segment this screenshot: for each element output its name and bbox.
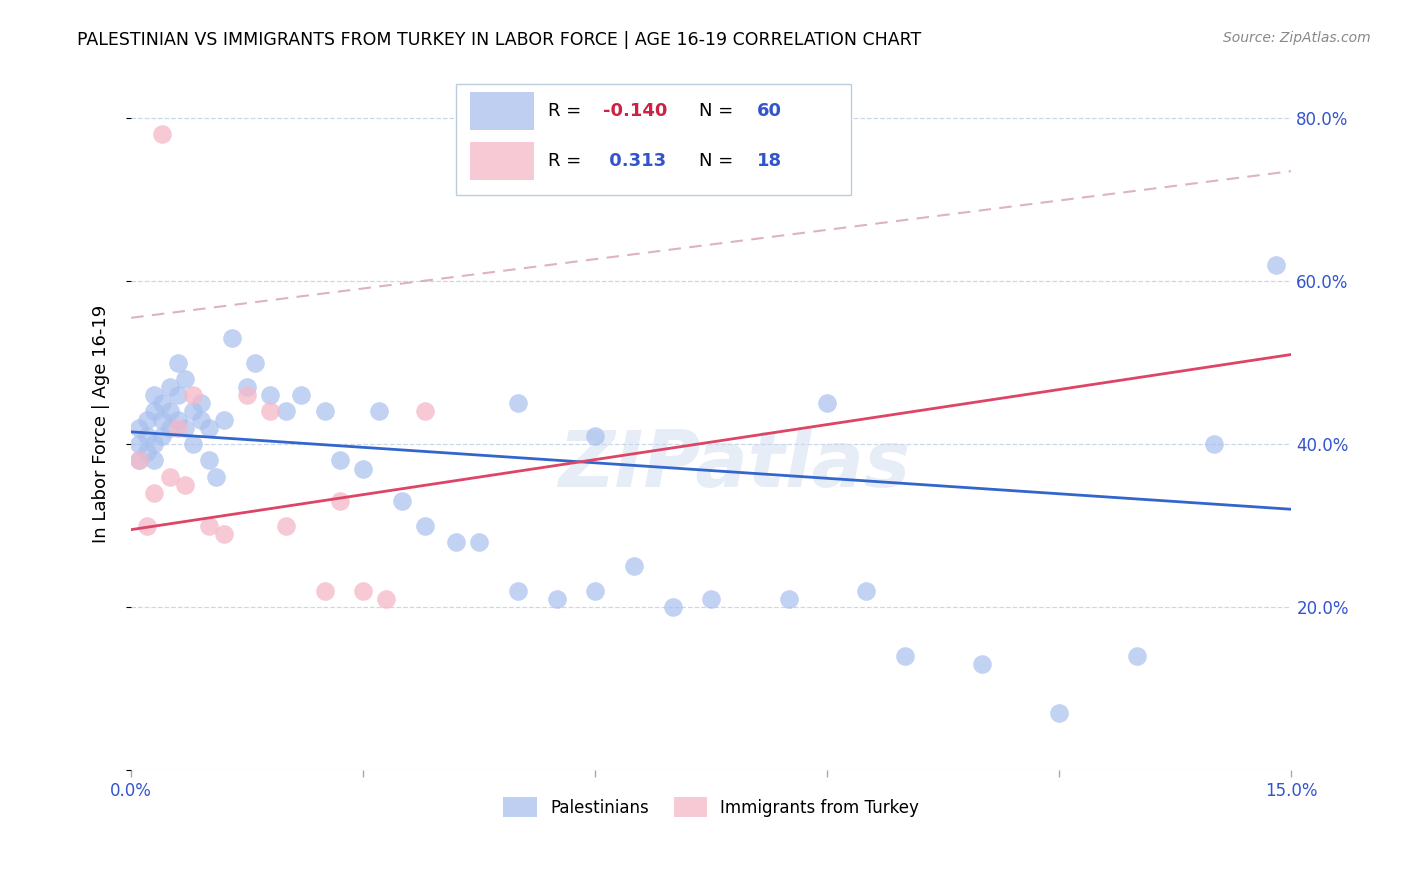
Point — [135, 412, 157, 426]
Text: R =: R = — [548, 102, 586, 120]
Point — [221, 331, 243, 345]
Point — [143, 486, 166, 500]
Text: N =: N = — [699, 102, 738, 120]
Point — [150, 128, 173, 142]
Point — [1126, 648, 1149, 663]
Text: PALESTINIAN VS IMMIGRANTS FROM TURKEY IN LABOR FORCE | AGE 16-19 CORRELATION CHA: PALESTINIAN VS IMMIGRANTS FROM TURKEY IN… — [77, 31, 921, 49]
Point — [143, 437, 166, 451]
Point — [212, 412, 235, 426]
Point — [166, 388, 188, 402]
FancyBboxPatch shape — [470, 92, 534, 129]
Point — [181, 404, 204, 418]
Point — [583, 583, 606, 598]
Point — [391, 494, 413, 508]
Point — [135, 429, 157, 443]
Point — [259, 388, 281, 402]
Point — [506, 583, 529, 598]
Point — [970, 657, 993, 671]
Point — [159, 404, 181, 418]
Point — [259, 404, 281, 418]
Point — [150, 429, 173, 443]
Point — [181, 388, 204, 402]
Point — [166, 412, 188, 426]
Point — [150, 412, 173, 426]
Text: N =: N = — [699, 152, 738, 169]
Point — [444, 534, 467, 549]
Point — [290, 388, 312, 402]
Point — [468, 534, 491, 549]
Point — [190, 396, 212, 410]
Point — [367, 404, 389, 418]
Text: R =: R = — [548, 152, 586, 169]
Text: -0.140: -0.140 — [603, 102, 668, 120]
Point — [243, 356, 266, 370]
Point — [205, 469, 228, 483]
Point — [197, 421, 219, 435]
Point — [166, 356, 188, 370]
Point — [815, 396, 838, 410]
Point — [314, 583, 336, 598]
Point — [1204, 437, 1226, 451]
Point — [128, 421, 150, 435]
Point — [236, 388, 259, 402]
Point — [893, 648, 915, 663]
Point — [166, 421, 188, 435]
Point — [314, 404, 336, 418]
Point — [236, 380, 259, 394]
Point — [661, 600, 683, 615]
Text: 18: 18 — [756, 152, 782, 169]
Legend: Palestinians, Immigrants from Turkey: Palestinians, Immigrants from Turkey — [496, 790, 927, 824]
Point — [413, 518, 436, 533]
Point — [1265, 258, 1288, 272]
Point — [181, 437, 204, 451]
Y-axis label: In Labor Force | Age 16-19: In Labor Force | Age 16-19 — [93, 304, 110, 543]
Point — [128, 453, 150, 467]
Point — [159, 380, 181, 394]
Point — [506, 396, 529, 410]
Point — [159, 421, 181, 435]
Text: 60: 60 — [756, 102, 782, 120]
Text: ZIPatlas: ZIPatlas — [558, 427, 911, 503]
Text: 0.313: 0.313 — [603, 152, 666, 169]
Text: Source: ZipAtlas.com: Source: ZipAtlas.com — [1223, 31, 1371, 45]
Point — [159, 469, 181, 483]
Point — [143, 388, 166, 402]
Point — [855, 583, 877, 598]
Point — [700, 591, 723, 606]
Point — [135, 518, 157, 533]
Point — [352, 461, 374, 475]
Point — [128, 437, 150, 451]
Point — [197, 518, 219, 533]
Point — [143, 404, 166, 418]
Point — [143, 453, 166, 467]
Point — [274, 518, 297, 533]
Point — [583, 429, 606, 443]
Point — [174, 372, 197, 386]
Point — [375, 591, 398, 606]
Point — [274, 404, 297, 418]
Point — [190, 412, 212, 426]
Point — [174, 421, 197, 435]
Point — [128, 453, 150, 467]
Point — [150, 396, 173, 410]
Point — [329, 453, 352, 467]
Point — [329, 494, 352, 508]
Point — [197, 453, 219, 467]
FancyBboxPatch shape — [470, 142, 534, 179]
Point — [212, 526, 235, 541]
Point — [352, 583, 374, 598]
FancyBboxPatch shape — [456, 85, 851, 195]
Point — [546, 591, 568, 606]
Point — [413, 404, 436, 418]
Point — [174, 478, 197, 492]
Point — [778, 591, 800, 606]
Point — [135, 445, 157, 459]
Point — [1047, 706, 1070, 720]
Point — [623, 559, 645, 574]
